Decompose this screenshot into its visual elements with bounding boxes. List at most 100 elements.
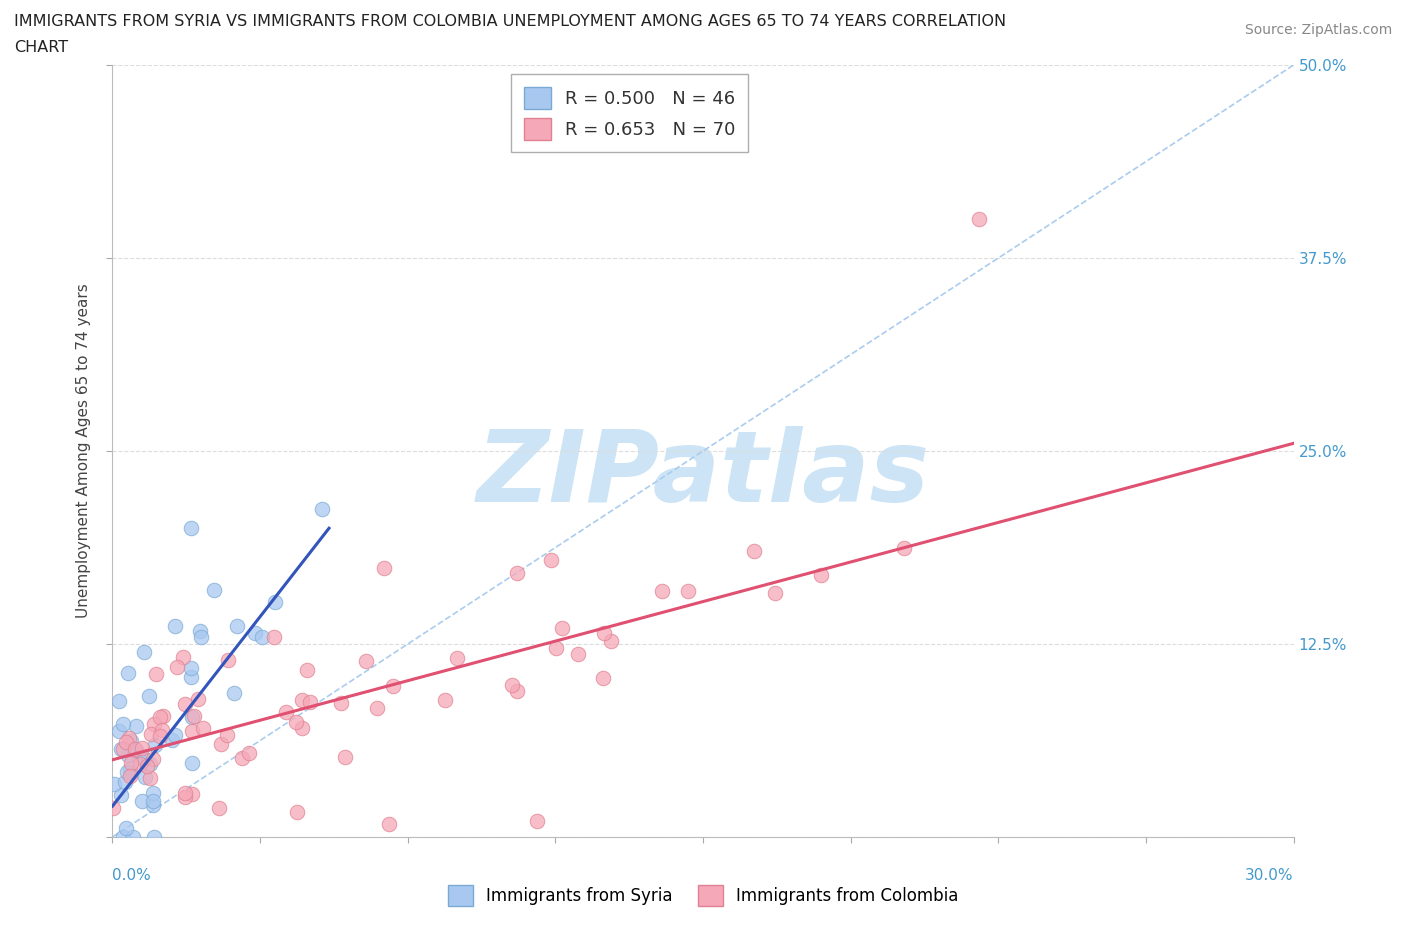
- Point: [222, 685, 245, 700]
- Point: [180, 521, 202, 536]
- Point: [115, 765, 138, 780]
- Text: 0.0%: 0.0%: [112, 868, 152, 883]
- Point: [501, 678, 523, 693]
- Point: [174, 697, 197, 711]
- Point: [110, 741, 132, 756]
- Point: [291, 693, 314, 708]
- Point: [378, 817, 401, 831]
- Point: [128, 757, 150, 772]
- Point: [117, 730, 139, 745]
- Point: [134, 770, 156, 785]
- Point: [142, 794, 165, 809]
- Text: IMMIGRANTS FROM SYRIA VS IMMIGRANTS FROM COLOMBIA UNEMPLOYMENT AMONG AGES 65 TO : IMMIGRANTS FROM SYRIA VS IMMIGRANTS FROM…: [14, 14, 1007, 29]
- Point: [107, 724, 129, 738]
- Point: [149, 729, 172, 744]
- Point: [291, 721, 314, 736]
- Point: [330, 696, 353, 711]
- Point: [202, 582, 225, 597]
- Point: [117, 747, 139, 762]
- Point: [142, 786, 165, 801]
- Point: [311, 501, 333, 516]
- Point: [142, 717, 165, 732]
- Point: [160, 733, 183, 748]
- Point: [544, 641, 567, 656]
- Point: [125, 719, 148, 734]
- Point: [118, 762, 141, 777]
- Point: [263, 630, 285, 644]
- Point: [284, 715, 307, 730]
- Point: [676, 583, 699, 598]
- Point: [145, 667, 167, 682]
- Point: [112, 741, 135, 756]
- Point: [188, 623, 211, 638]
- Point: [125, 743, 148, 758]
- Legend: Immigrants from Syria, Immigrants from Colombia: Immigrants from Syria, Immigrants from C…: [441, 879, 965, 912]
- Point: [131, 740, 153, 755]
- Point: [506, 684, 529, 698]
- Point: [763, 586, 786, 601]
- Point: [173, 790, 195, 804]
- Point: [433, 693, 456, 708]
- Point: [143, 737, 166, 752]
- Point: [180, 660, 202, 675]
- Point: [593, 625, 616, 640]
- Point: [263, 594, 285, 609]
- Point: [115, 735, 138, 750]
- Point: [131, 793, 153, 808]
- Point: [333, 750, 356, 764]
- Point: [190, 630, 212, 644]
- Point: [120, 734, 142, 749]
- Point: [967, 212, 990, 227]
- Point: [142, 830, 165, 844]
- Point: [382, 679, 405, 694]
- Y-axis label: Unemployment Among Ages 65 to 74 years: Unemployment Among Ages 65 to 74 years: [76, 284, 91, 618]
- Point: [245, 625, 267, 640]
- Point: [295, 662, 318, 677]
- Point: [138, 688, 160, 703]
- Point: [120, 755, 142, 770]
- Legend: R = 0.500   N = 46, R = 0.653   N = 70: R = 0.500 N = 46, R = 0.653 N = 70: [512, 74, 748, 153]
- Point: [191, 721, 214, 736]
- Point: [186, 692, 208, 707]
- Point: [110, 788, 132, 803]
- Point: [226, 619, 249, 634]
- Point: [114, 820, 136, 835]
- Point: [114, 775, 136, 790]
- Point: [183, 709, 205, 724]
- Point: [141, 797, 163, 812]
- Point: [101, 801, 124, 816]
- Point: [526, 813, 548, 828]
- Point: [181, 710, 204, 724]
- Point: [592, 671, 614, 685]
- Point: [150, 723, 173, 737]
- Point: [149, 710, 172, 724]
- Point: [600, 633, 623, 648]
- Point: [112, 830, 135, 844]
- Point: [276, 705, 298, 720]
- Point: [354, 653, 377, 668]
- Point: [208, 800, 231, 815]
- Text: ZIPatlas: ZIPatlas: [477, 426, 929, 523]
- Text: 30.0%: 30.0%: [1246, 868, 1294, 883]
- Point: [366, 701, 388, 716]
- Point: [180, 670, 202, 684]
- Point: [139, 771, 162, 786]
- Point: [172, 650, 194, 665]
- Point: [142, 752, 165, 767]
- Point: [134, 751, 156, 766]
- Point: [893, 540, 915, 555]
- Point: [285, 804, 308, 819]
- Point: [103, 777, 125, 791]
- Point: [567, 646, 589, 661]
- Point: [135, 758, 157, 773]
- Point: [118, 769, 141, 784]
- Point: [152, 709, 174, 724]
- Point: [180, 724, 202, 738]
- Point: [299, 695, 322, 710]
- Point: [215, 727, 238, 742]
- Point: [112, 716, 135, 731]
- Point: [117, 666, 139, 681]
- Point: [252, 630, 274, 644]
- Point: [127, 748, 149, 763]
- Point: [373, 561, 395, 576]
